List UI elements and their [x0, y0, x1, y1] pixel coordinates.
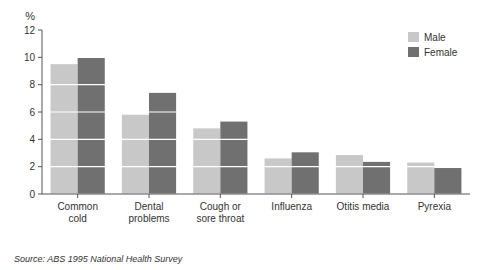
x-tick [149, 194, 150, 198]
y-tick-label: 2 [29, 161, 35, 172]
x-tick-label-line: problems [128, 213, 169, 224]
x-tick-label-line: cold [68, 213, 86, 224]
x-tick [434, 194, 435, 198]
bar [51, 64, 78, 194]
y-tick [38, 112, 42, 113]
y-tick-label: 10 [24, 52, 36, 63]
x-tick [220, 194, 221, 198]
x-tick-label: Pyrexia [418, 201, 452, 212]
bar [78, 57, 105, 194]
source-note: Source: ABS 1995 National Health Survey [14, 254, 183, 264]
bars [51, 57, 462, 194]
grid-line [42, 29, 470, 30]
grid-line [42, 111, 470, 112]
grid-line [42, 166, 470, 167]
x-tick-label-line: Common [57, 201, 98, 212]
legend-swatch [408, 47, 419, 57]
x-tick-label-line: Otitis media [337, 201, 390, 212]
x-tick-label: Commoncold [57, 201, 98, 224]
x-tick-label-line: Influenza [271, 201, 312, 212]
y-tick-label: 12 [24, 25, 36, 36]
bar [434, 168, 461, 194]
y-tick [38, 30, 42, 31]
bar [122, 115, 149, 194]
x-tick-label: Dentalproblems [128, 201, 169, 224]
x-axis [42, 194, 470, 195]
x-tick-label: Influenza [271, 201, 312, 212]
x-tick-label: Cough orsore throat [196, 201, 244, 224]
legend-swatch [408, 32, 419, 42]
y-tick-label: 4 [29, 134, 35, 145]
x-tick-label: Otitis media [337, 201, 390, 212]
bar [292, 152, 319, 194]
y-tick-label: 8 [29, 79, 35, 90]
bar [149, 93, 176, 194]
legend-label: Female [424, 47, 458, 58]
legend-label: Male [424, 32, 446, 43]
grid-line [42, 139, 470, 140]
x-tick-label-line: Dental [135, 201, 164, 212]
bar [193, 128, 220, 194]
x-tick-label-line: Pyrexia [418, 201, 452, 212]
x-tick [291, 194, 292, 198]
background [0, 0, 482, 270]
bar [265, 158, 292, 194]
y-tick [38, 194, 42, 195]
grid-line [42, 193, 470, 194]
x-tick-label-line: Cough or [200, 201, 242, 212]
bar [220, 122, 247, 194]
y-tick [38, 139, 42, 140]
y-label: % [25, 10, 35, 22]
y-tick [38, 166, 42, 167]
x-tick [77, 194, 78, 198]
grid-line [42, 84, 470, 85]
y-tick-label: 0 [29, 189, 35, 200]
grid-line [42, 57, 470, 58]
x-tick-label-line: sore throat [196, 213, 244, 224]
y-tick [38, 84, 42, 85]
bar [407, 163, 434, 194]
y-tick [38, 57, 42, 58]
bar [336, 155, 363, 194]
x-tick [363, 194, 364, 198]
y-tick-label: 6 [29, 107, 35, 118]
